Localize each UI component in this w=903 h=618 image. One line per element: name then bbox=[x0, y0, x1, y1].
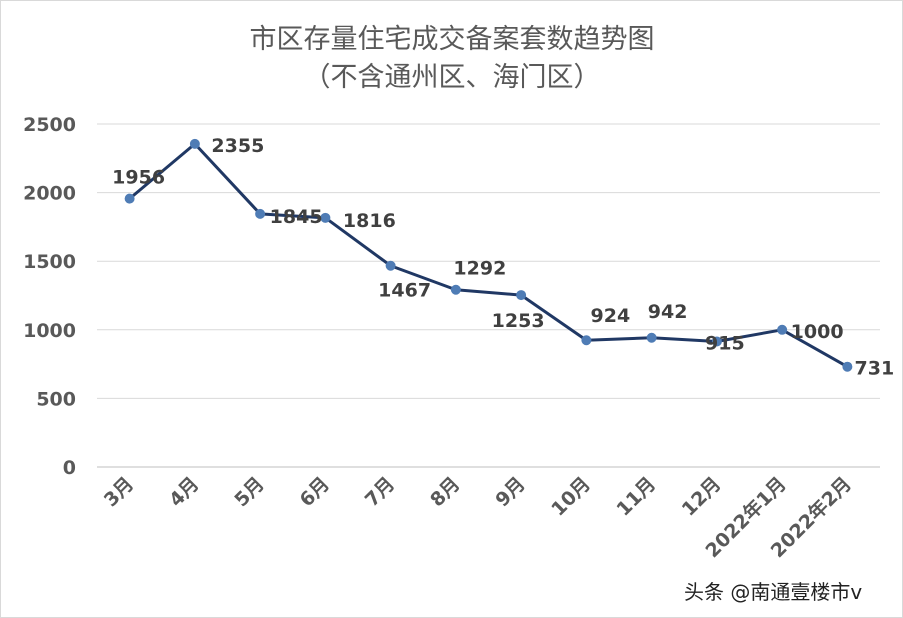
x-tick-label: 12月 bbox=[678, 473, 726, 521]
data-point bbox=[711, 336, 722, 347]
data-point bbox=[124, 193, 135, 204]
data-label: 1253 bbox=[492, 310, 545, 332]
x-tick-label: 11月 bbox=[612, 473, 660, 521]
data-point bbox=[189, 138, 200, 149]
data-point bbox=[450, 284, 461, 295]
x-tick-label: 4月 bbox=[165, 473, 203, 511]
data-point bbox=[842, 361, 853, 372]
x-tick-label: 5月 bbox=[230, 473, 268, 511]
data-label: 924 bbox=[591, 305, 631, 327]
data-label: 1467 bbox=[378, 280, 431, 302]
data-point bbox=[777, 324, 788, 335]
data-point bbox=[646, 332, 657, 343]
data-point bbox=[385, 260, 396, 271]
data-label: 1816 bbox=[343, 210, 396, 232]
watermark: 头条 @南通壹楼市v bbox=[684, 580, 862, 604]
x-tick-label: 8月 bbox=[426, 473, 464, 511]
y-tick-label: 2500 bbox=[23, 114, 76, 136]
y-tick-label: 0 bbox=[63, 457, 76, 479]
data-point bbox=[516, 290, 527, 301]
data-point bbox=[255, 208, 266, 219]
x-tick-label: 3月 bbox=[100, 473, 138, 511]
data-point bbox=[581, 335, 592, 346]
data-label: 1000 bbox=[791, 321, 844, 343]
x-tick-label: 9月 bbox=[491, 473, 529, 511]
x-tick-label: 7月 bbox=[361, 473, 399, 511]
data-label: 1845 bbox=[270, 206, 323, 228]
data-label: 942 bbox=[648, 301, 688, 323]
y-tick-label: 2000 bbox=[23, 183, 76, 205]
data-label: 2355 bbox=[211, 135, 264, 157]
y-tick-label: 1000 bbox=[23, 320, 76, 342]
data-point bbox=[320, 212, 331, 223]
x-tick-label: 10月 bbox=[547, 473, 595, 521]
data-label: 1292 bbox=[453, 258, 506, 280]
x-tick-label: 6月 bbox=[296, 473, 334, 511]
data-label: 731 bbox=[855, 358, 895, 380]
chart-subtitle: （不含通州区、海门区） bbox=[304, 62, 601, 93]
y-tick-label: 500 bbox=[36, 388, 76, 410]
chart-title: 市区存量住宅成交备案套数趋势图 bbox=[250, 24, 655, 55]
y-tick-label: 1500 bbox=[23, 251, 76, 273]
data-label: 1956 bbox=[112, 167, 165, 189]
series-line bbox=[128, 142, 849, 369]
data-label: 915 bbox=[705, 332, 745, 354]
